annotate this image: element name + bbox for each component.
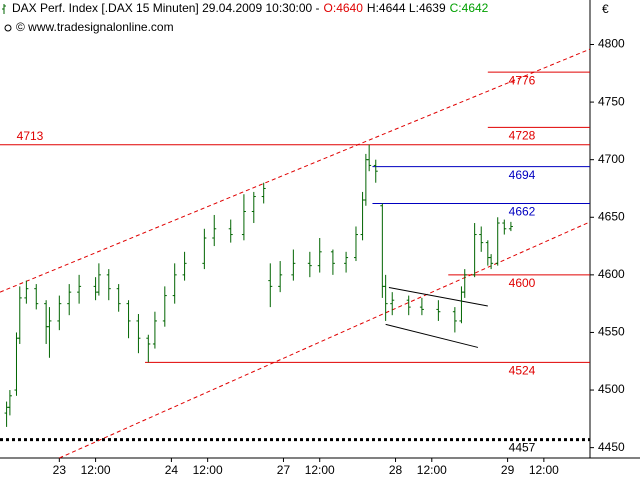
y-tick-label: 4750 — [598, 94, 625, 108]
y-tick-label: 4500 — [598, 382, 625, 396]
quote: C:4642 — [450, 1, 489, 15]
level-label: 4600 — [509, 276, 536, 290]
level-label: 4524 — [509, 364, 536, 378]
x-tick-label: 12:00 — [305, 463, 335, 477]
x-tick-label: 23 — [53, 463, 67, 477]
ohlc-icon — [2, 4, 6, 14]
level-label: 4457 — [509, 441, 536, 455]
x-tick-label: 28 — [389, 463, 403, 477]
y-tick-label: 4800 — [598, 37, 625, 51]
x-tick-label: 27 — [277, 463, 291, 477]
source-icon — [4, 24, 12, 32]
y-tick-label: 4600 — [598, 267, 625, 281]
trendline — [59, 221, 591, 459]
quote: O:4640 — [324, 1, 364, 15]
chart-title: DAX Perf. Index [.DAX 15 Minuten] 29.04.… — [12, 1, 320, 15]
level-label: 4776 — [509, 73, 536, 87]
level-label: 4662 — [509, 205, 536, 219]
y-tick-label: 4700 — [598, 152, 625, 166]
header: DAX Perf. Index [.DAX 15 Minuten] 29.04.… — [12, 1, 489, 15]
source: © www.tradesignalonline.com — [16, 20, 174, 34]
level-label: 4728 — [509, 129, 536, 143]
trendline — [388, 287, 488, 307]
level-label: 4694 — [509, 168, 536, 182]
level-label: 4713 — [17, 129, 44, 143]
x-tick-label: 12:00 — [193, 463, 223, 477]
x-tick-label: 29 — [501, 463, 515, 477]
x-tick-label: 12:00 — [81, 463, 111, 477]
x-tick-label: 24 — [165, 463, 179, 477]
x-tick-label: 12:00 — [417, 463, 447, 477]
trendline — [0, 48, 591, 293]
y-tick-label: 4650 — [598, 209, 625, 223]
quote: H:4644 L:4639 — [367, 1, 446, 15]
y-tick-label: 4450 — [598, 440, 625, 454]
x-tick-label: 12:00 — [529, 463, 559, 477]
trendline — [385, 323, 479, 348]
currency: € — [602, 2, 609, 16]
y-tick-label: 4550 — [598, 325, 625, 339]
